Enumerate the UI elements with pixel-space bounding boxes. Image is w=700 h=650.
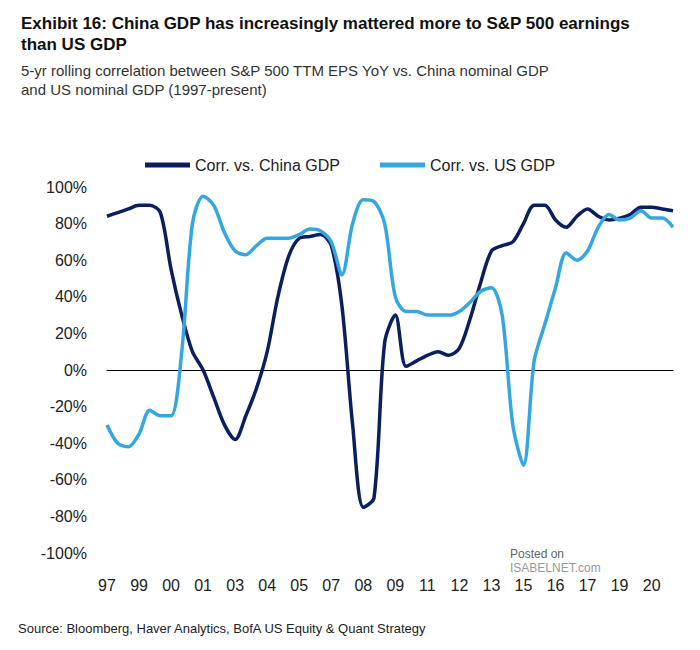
svg-text:13: 13: [483, 577, 501, 594]
svg-text:-20%: -20%: [50, 398, 87, 415]
svg-text:-100%: -100%: [41, 545, 87, 562]
svg-text:11: 11: [419, 577, 436, 594]
svg-text:40%: 40%: [55, 288, 87, 305]
svg-text:16: 16: [547, 577, 565, 594]
svg-text:Exhibit 16: China GDP has incr: Exhibit 16: China GDP has increasingly m…: [21, 14, 634, 33]
svg-text:09: 09: [386, 577, 404, 594]
svg-text:07: 07: [322, 577, 340, 594]
svg-text:Source: Bloomberg, Haver Analy: Source: Bloomberg, Haver Analytics, BofA…: [18, 621, 426, 636]
svg-text:than US GDP: than US GDP: [21, 35, 127, 54]
svg-text:and US nominal GDP (1997-prese: and US nominal GDP (1997-present): [21, 81, 267, 98]
svg-text:08: 08: [354, 577, 372, 594]
svg-text:97: 97: [98, 577, 116, 594]
svg-text:19: 19: [611, 577, 629, 594]
svg-text:20: 20: [643, 577, 661, 594]
svg-text:03: 03: [226, 577, 244, 594]
svg-text:60%: 60%: [55, 252, 87, 269]
svg-text:Corr. vs. China GDP: Corr. vs. China GDP: [195, 157, 340, 174]
svg-text:Corr. vs. US GDP: Corr. vs. US GDP: [430, 157, 555, 174]
svg-text:04: 04: [258, 577, 276, 594]
svg-text:15: 15: [515, 577, 533, 594]
svg-text:01: 01: [194, 577, 212, 594]
svg-text:5-yr rolling correlation betwe: 5-yr rolling correlation between S&P 500…: [21, 62, 553, 79]
svg-text:20%: 20%: [55, 325, 87, 342]
svg-text:00: 00: [162, 577, 180, 594]
svg-text:80%: 80%: [55, 215, 87, 232]
svg-text:-40%: -40%: [50, 435, 87, 452]
svg-text:100%: 100%: [46, 179, 87, 196]
svg-text:0%: 0%: [64, 362, 87, 379]
svg-text:05: 05: [290, 577, 308, 594]
svg-text:99: 99: [130, 577, 148, 594]
svg-text:Posted on: Posted on: [510, 547, 564, 561]
svg-text:-80%: -80%: [50, 508, 87, 525]
svg-text:ISABELNET.com: ISABELNET.com: [510, 561, 601, 575]
svg-text:17: 17: [579, 577, 597, 594]
svg-text:12: 12: [451, 577, 469, 594]
svg-text:-60%: -60%: [50, 471, 87, 488]
